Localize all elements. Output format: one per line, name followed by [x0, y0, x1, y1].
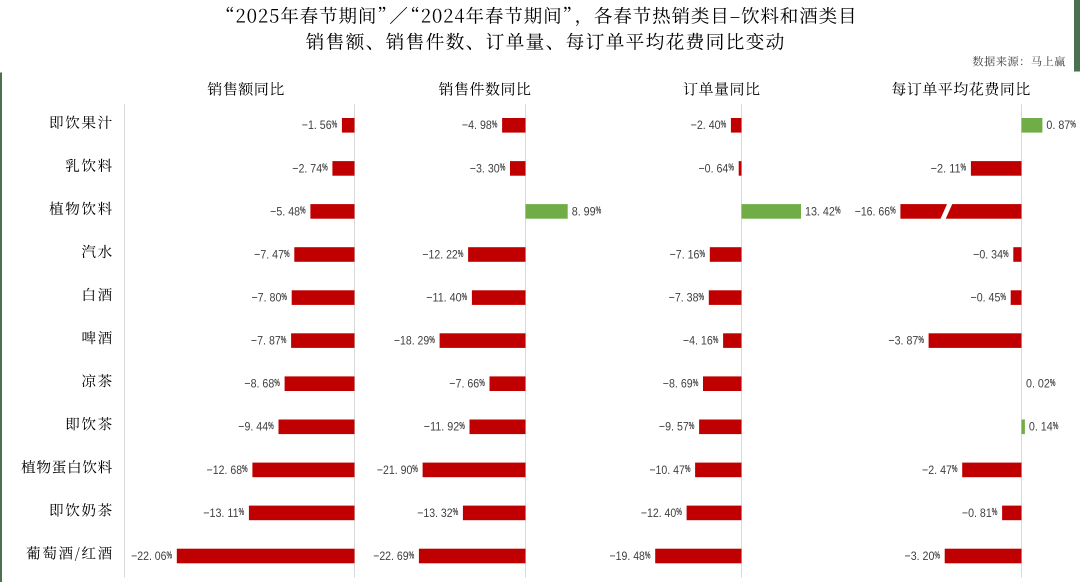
svg-text:−3. 87%: −3. 87%: [888, 334, 924, 348]
svg-text:−3. 30%: −3. 30%: [470, 161, 506, 175]
svg-text:13. 42%: 13. 42%: [805, 204, 841, 218]
svg-text:−18. 29%: −18. 29%: [394, 334, 435, 348]
svg-text:−13. 32%: −13. 32%: [417, 506, 458, 520]
svg-text:−2. 40%: −2. 40%: [691, 118, 727, 132]
svg-text:−7. 66%: −7. 66%: [449, 377, 485, 391]
svg-text:−22. 06%: −22. 06%: [131, 549, 172, 563]
svg-text:−7. 16%: −7. 16%: [670, 247, 706, 261]
svg-text:0. 87%: 0. 87%: [1046, 118, 1076, 132]
svg-text:−4. 98%: −4. 98%: [462, 118, 498, 132]
svg-text:−5. 48%: −5. 48%: [270, 204, 306, 218]
svg-text:−3. 20%: −3. 20%: [905, 549, 941, 563]
svg-text:−7. 47%: −7. 47%: [254, 247, 290, 261]
svg-text:−0. 64%: −0. 64%: [698, 161, 734, 175]
svg-text:−2. 11%: −2. 11%: [931, 161, 967, 175]
svg-text:−11. 92%: −11. 92%: [424, 420, 465, 434]
svg-text:−21. 90%: −21. 90%: [377, 463, 418, 477]
svg-text:−0. 81%: −0. 81%: [962, 506, 998, 520]
svg-text:−12. 22%: −12. 22%: [422, 247, 463, 261]
svg-text:−12. 40%: −12. 40%: [641, 506, 682, 520]
svg-text:−12. 68%: −12. 68%: [207, 463, 248, 477]
svg-text:8. 99%: 8. 99%: [572, 204, 602, 218]
svg-text:0. 02%: 0. 02%: [1026, 377, 1056, 391]
svg-text:0. 14%: 0. 14%: [1029, 420, 1059, 434]
svg-text:−8. 68%: −8. 68%: [244, 377, 280, 391]
svg-text:−2. 47%: −2. 47%: [922, 463, 958, 477]
svg-text:−2. 74%: −2. 74%: [292, 161, 328, 175]
svg-text:−7. 87%: −7. 87%: [251, 334, 287, 348]
svg-text:−0. 34%: −0. 34%: [973, 247, 1009, 261]
svg-text:−22. 69%: −22. 69%: [373, 549, 414, 563]
svg-text:−13. 11%: −13. 11%: [203, 506, 244, 520]
svg-text:−8. 69%: −8. 69%: [663, 377, 699, 391]
svg-text:−16. 66%: −16. 66%: [855, 204, 896, 218]
svg-text:−1. 56%: −1. 56%: [302, 118, 338, 132]
svg-text:−11. 40%: −11. 40%: [426, 291, 467, 305]
svg-text:−9. 57%: −9. 57%: [659, 420, 695, 434]
svg-text:−4. 16%: −4. 16%: [683, 334, 719, 348]
svg-text:−0. 45%: −0. 45%: [971, 291, 1007, 305]
svg-text:−10. 47%: −10. 47%: [649, 463, 690, 477]
svg-text:−9. 44%: −9. 44%: [238, 420, 274, 434]
svg-text:−7. 38%: −7. 38%: [669, 291, 705, 305]
svg-text:−19. 48%: −19. 48%: [610, 549, 651, 563]
svg-text:−7. 80%: −7. 80%: [251, 291, 287, 305]
